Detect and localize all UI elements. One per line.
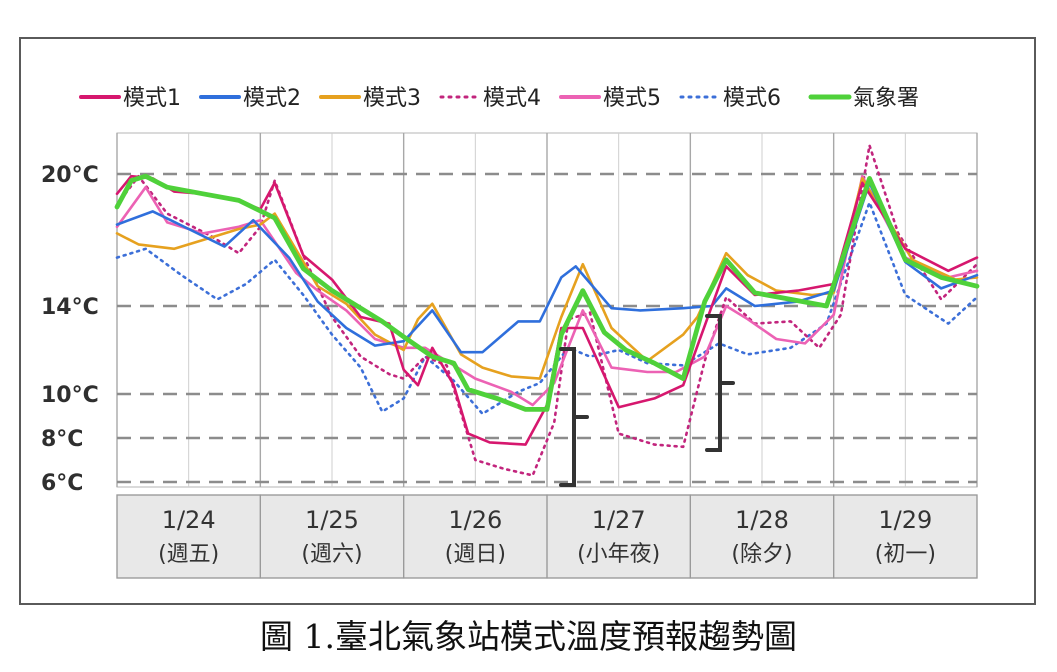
legend-label: 氣象署 [853,86,919,111]
legend: 模式1 模式2 模式3 模式4 模式5 模式6 氣象署 [79,86,919,111]
x-tick-date: 1/26 [448,506,502,534]
y-tick-label: 8°C [41,427,83,452]
series-line-6 [115,201,979,416]
legend-item-3: 模式3 [319,86,421,111]
series-line-2 [115,181,979,354]
bracket-1-28 [705,314,735,452]
y-tick-label: 6°C [41,471,83,496]
series-line-7 [114,173,980,412]
series-line-3 [115,177,979,380]
grid [116,133,978,487]
legend-item-2: 模式2 [199,86,301,111]
y-tick-label: 10°C [41,383,99,408]
x-tick-date: 1/27 [592,506,646,534]
legend-item-4: 模式4 [439,86,541,111]
series-line-5 [115,174,979,407]
x-tick-weekday: (週六) [301,542,362,567]
legend-item-7: 氣象署 [808,86,919,111]
x-tick-date: 1/25 [305,506,359,534]
x-tick-date: 1/29 [878,506,932,534]
legend-label: 模式1 [123,86,181,111]
legend-item-1: 模式1 [79,86,181,111]
legend-label: 模式6 [723,86,781,111]
bracket-1-27 [559,347,589,487]
legend-item-6: 模式6 [679,86,781,111]
x-tick-weekday: (週日) [445,542,506,567]
x-tick-weekday: (初一) [875,542,936,567]
x-tick-date: 1/24 [162,506,216,534]
x-day-cell [833,494,978,579]
figure-caption: 圖 1.臺北氣象站模式溫度預報趨勢圖 [260,617,797,656]
bracket-annotations [559,314,735,487]
y-axis-labels: 20°C 14°C 10°C 8°C 6°C [41,163,99,496]
x-tick-date: 1/28 [735,506,789,534]
x-axis-date-boxes: 1/24 (週五) 1/25 (週六) 1/26 (週日) 1/27 (小年夜) 1/28 (除夕… [116,494,978,579]
y-tick-label: 14°C [41,295,99,320]
x-tick-weekday: (小年夜) [577,542,660,567]
series-lines [114,144,980,477]
x-tick-weekday: (除夕) [731,542,792,567]
y-tick-label: 20°C [41,163,99,188]
x-tick-weekday: (週五) [158,542,219,567]
temperature-chart: 20°C 14°C 10°C 8°C 6°C 1/24 (週五) 1/25 (週六) 1/26 (… [41,86,980,579]
chart-frame: 20°C 14°C 10°C 8°C 6°C 1/24 (週五) 1/25 (週六) 1/26 (… [19,37,1036,605]
legend-label: 模式5 [603,86,661,111]
legend-label: 模式3 [363,86,421,111]
legend-label: 模式2 [243,86,301,111]
legend-item-5: 模式5 [559,86,661,111]
legend-label: 模式4 [483,86,541,111]
